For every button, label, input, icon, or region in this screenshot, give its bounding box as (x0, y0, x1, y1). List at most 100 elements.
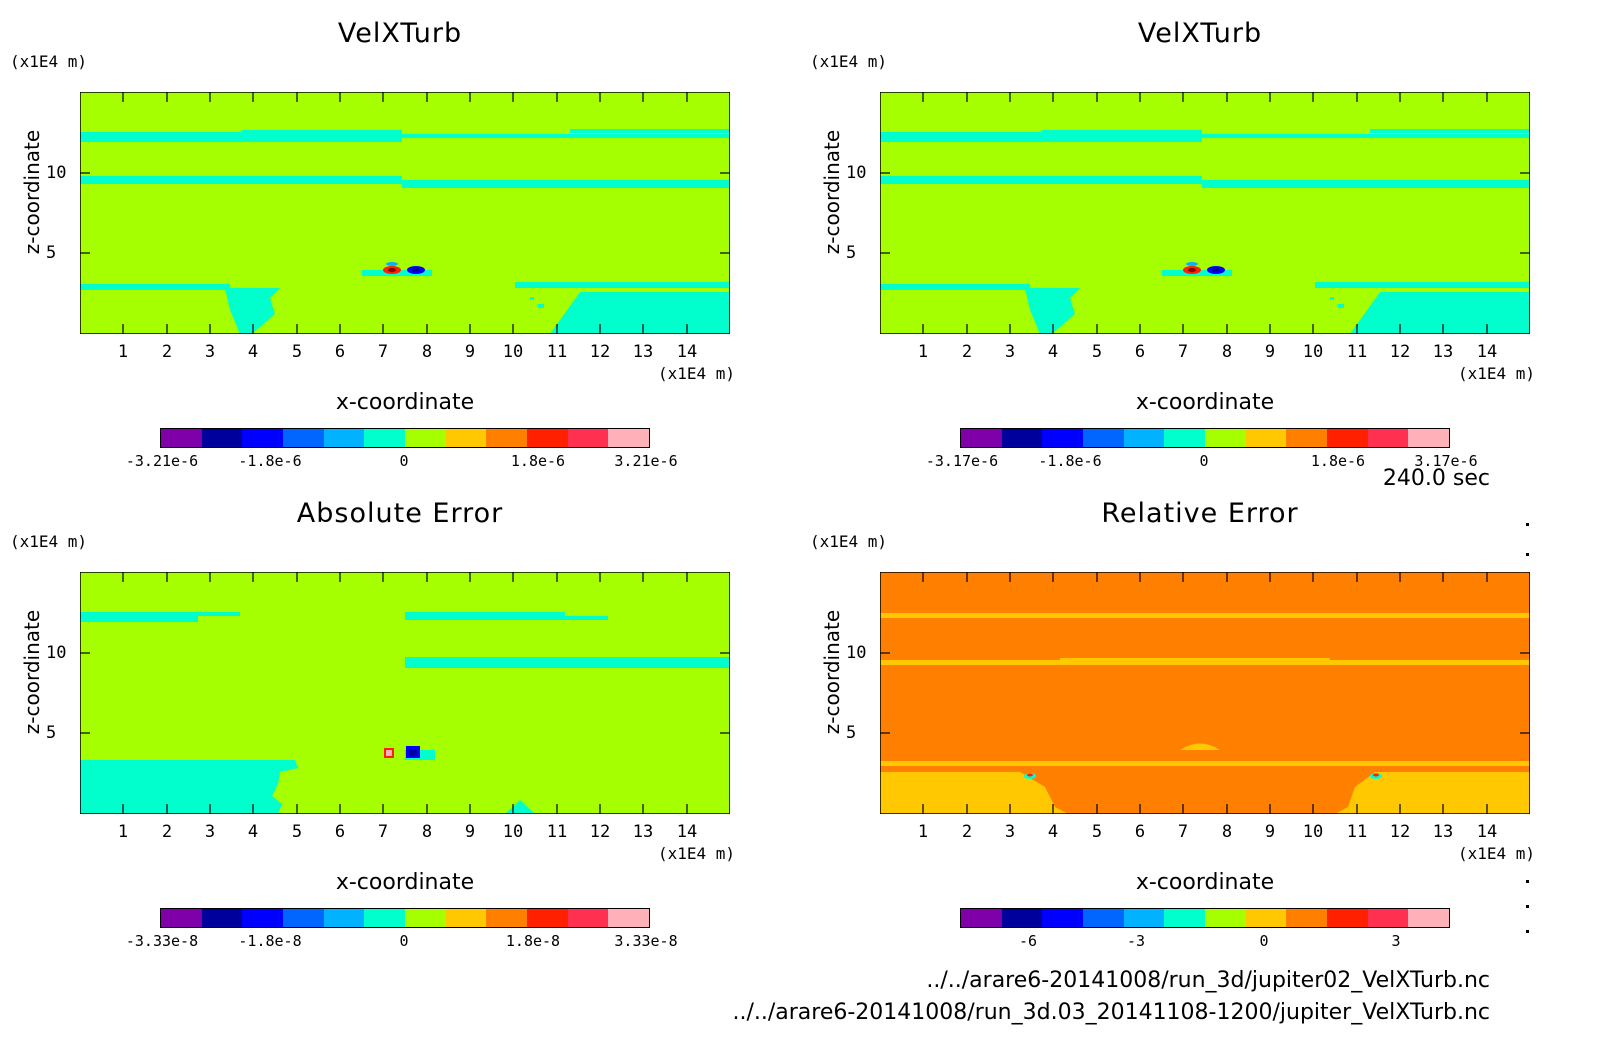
x-tick-label: 11 (1346, 342, 1368, 362)
colorbar-label: 3 (1391, 932, 1401, 950)
mid-band-right (405, 657, 730, 668)
colorbar-swatch (1001, 909, 1043, 927)
colorbar-swatch (364, 909, 406, 927)
x-tick-label: 4 (247, 342, 259, 362)
mid-band-right (402, 180, 730, 188)
x-tick-label: 11 (546, 342, 568, 362)
x-tick-label: 12 (589, 822, 611, 842)
colorbar-swatch (405, 429, 446, 447)
x-tick-label: 13 (632, 342, 654, 362)
x-tick-label: 3 (204, 342, 216, 362)
x-tick-label: 11 (546, 822, 568, 842)
x-axis-label: x-coordinate (1135, 870, 1275, 895)
x-tick-label: 2 (161, 342, 173, 362)
colorbar-swatch (242, 429, 284, 447)
x-tick-label: 10 (1302, 822, 1324, 842)
y-unit-label: (x1E4 m) (810, 532, 888, 551)
x-tick-label: 10 (502, 822, 524, 842)
colorbar-swatch (1083, 429, 1124, 447)
x-tick-label: 14 (1476, 342, 1498, 362)
colorbar-swatch (1327, 909, 1368, 927)
lower-wedge-left (225, 288, 280, 334)
x-tick-label: 1 (117, 342, 129, 362)
colorbar-label: 1.8e-6 (1310, 452, 1366, 470)
x-tick-label: 13 (1432, 342, 1454, 362)
colorbar-swatch (242, 909, 284, 927)
lower-right-amber (1335, 772, 1530, 814)
colorbar-swatch (567, 429, 609, 447)
y-tick-label: 5 (846, 243, 857, 263)
tick-marks (80, 92, 730, 334)
marker-dot (1526, 553, 1529, 556)
colorbar-swatch (567, 909, 609, 927)
x-tick-label: 7 (377, 342, 389, 362)
y-axis-label: z-coordinate (820, 609, 844, 735)
file-path-2: ../../arare6-20141008/run_3d.03_20141108… (732, 1000, 1490, 1025)
y-tick-label: 5 (46, 243, 57, 263)
x-axis-label: x-coordinate (1135, 390, 1275, 415)
heatmap-svg (880, 92, 1530, 334)
lower-block-left (80, 760, 298, 814)
x-tick-label: 7 (1177, 822, 1189, 842)
colorbar-label: 3.33e-8 (614, 932, 678, 950)
colorbar-swatch (608, 429, 650, 447)
x-tick-label: 1 (917, 822, 929, 842)
colorbar-swatch (364, 429, 406, 447)
x-axis-label: x-coordinate (335, 390, 475, 415)
speck-2 (530, 297, 534, 300)
plot-area (880, 572, 1530, 814)
chart-title: Absolute Error (296, 498, 504, 529)
colorbar-swatch (201, 429, 243, 447)
lower-block-right (550, 292, 730, 334)
colorbar-swatch (445, 429, 487, 447)
time-label: 240.0 sec (1382, 466, 1490, 491)
x-tick-label: 2 (161, 822, 173, 842)
colorbar-swatch (1164, 909, 1206, 927)
x-tick-label: 4 (247, 822, 259, 842)
lower-amber-band (880, 761, 1530, 766)
x-tick-label: 6 (1134, 822, 1146, 842)
lower-strip-right (1315, 282, 1530, 288)
colorbar-swatch (1205, 429, 1246, 447)
colorbar-swatch (161, 909, 202, 927)
colorbar-label: 1.8e-6 (510, 452, 566, 470)
x-tick-label: 7 (1177, 342, 1189, 362)
colorbar-swatch (1408, 909, 1450, 927)
colorbar-swatch (1123, 429, 1165, 447)
x-tick-label: 2 (961, 822, 973, 842)
colorbar-swatch (1001, 429, 1043, 447)
colorbar-swatch (486, 909, 528, 927)
panel-velxturb-1: VelXTurb (x1E4 m) z-coordinate (0, 0, 800, 480)
colorbar-swatch (1083, 909, 1124, 927)
x-tick-label: 14 (1476, 822, 1498, 842)
colorbar-swatch (1205, 909, 1246, 927)
mid-band-left (80, 176, 402, 184)
colorbar-label: -1.8e-6 (1038, 452, 1102, 470)
colorbar (960, 908, 1450, 928)
heatmap-svg (80, 92, 730, 334)
x-unit-label: (x1E4 m) (1458, 844, 1536, 863)
colorbar-swatch (1408, 429, 1450, 447)
colorbar-swatch (323, 909, 365, 927)
lower-strip-right (515, 282, 730, 288)
colorbar-label: -3.33e-8 (125, 932, 199, 950)
x-unit-label: (x1E4 m) (1458, 364, 1536, 383)
x-unit-label: (x1E4 m) (658, 844, 736, 863)
y-tick-label: 10 (846, 163, 867, 183)
y-axis-label: z-coordinate (20, 609, 44, 735)
x-tick-label: 6 (1134, 342, 1146, 362)
heatmap-svg (80, 572, 730, 814)
x-tick-label: 4 (1047, 342, 1059, 362)
colorbar-swatch (1367, 909, 1409, 927)
mid-amber-band (880, 658, 1530, 665)
colorbar-swatch (323, 429, 365, 447)
marker-dot (1526, 880, 1529, 883)
upper-band-tail (570, 129, 730, 133)
y-tick-label: 5 (46, 723, 57, 743)
mid-band-right (1202, 180, 1530, 188)
colorbar-swatch (608, 909, 650, 927)
x-tick-label: 9 (464, 822, 476, 842)
lower-left-amber (880, 772, 1068, 814)
chart-title: Relative Error (1101, 498, 1299, 529)
colorbar-swatch (283, 429, 324, 447)
